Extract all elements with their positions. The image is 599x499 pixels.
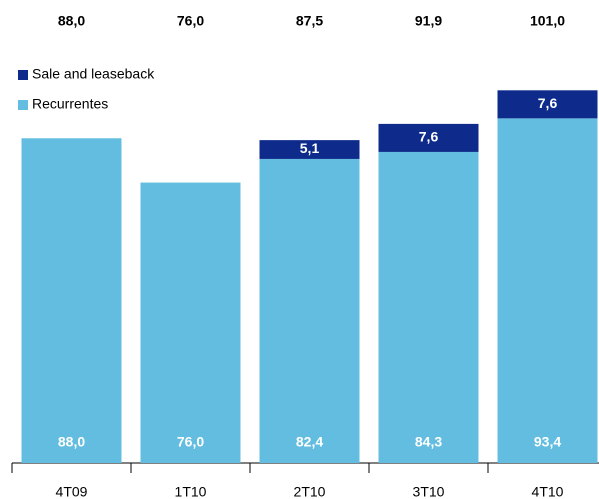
- value-label: 93,4: [534, 434, 561, 450]
- legend-label: Recurrentes: [32, 96, 108, 112]
- bar-segment: [378, 151, 479, 464]
- value-label: 84,3: [415, 434, 442, 450]
- x-tick-label: 4T10: [532, 484, 564, 499]
- value-label: 82,4: [296, 434, 323, 450]
- total-label: 76,0: [177, 13, 204, 29]
- total-label: 91,9: [415, 13, 442, 29]
- legend-swatch: [18, 100, 28, 110]
- x-tick-label: 4T09: [56, 484, 88, 499]
- bar-segment: [497, 90, 598, 119]
- value-label: 88,0: [58, 434, 85, 450]
- legend-label: Sale and leaseback: [32, 66, 155, 82]
- x-tick-label: 1T10: [175, 484, 207, 499]
- bar-segment: [497, 118, 598, 463]
- bar-segment: [259, 140, 360, 159]
- legend-swatch: [18, 70, 28, 80]
- value-label: 5,1: [300, 140, 320, 156]
- value-label: 7,6: [538, 95, 558, 111]
- bar-segment: [378, 123, 479, 152]
- value-label: 7,6: [419, 129, 439, 145]
- value-label: 76,0: [177, 434, 204, 450]
- bar-segment: [21, 138, 122, 463]
- total-label: 87,5: [296, 13, 323, 29]
- bar-segment: [259, 158, 360, 463]
- x-tick-label: 2T10: [294, 484, 326, 499]
- total-label: 101,0: [530, 13, 565, 29]
- x-tick-label: 3T10: [413, 484, 445, 499]
- total-label: 88,0: [58, 13, 85, 29]
- bar-segment: [140, 182, 241, 463]
